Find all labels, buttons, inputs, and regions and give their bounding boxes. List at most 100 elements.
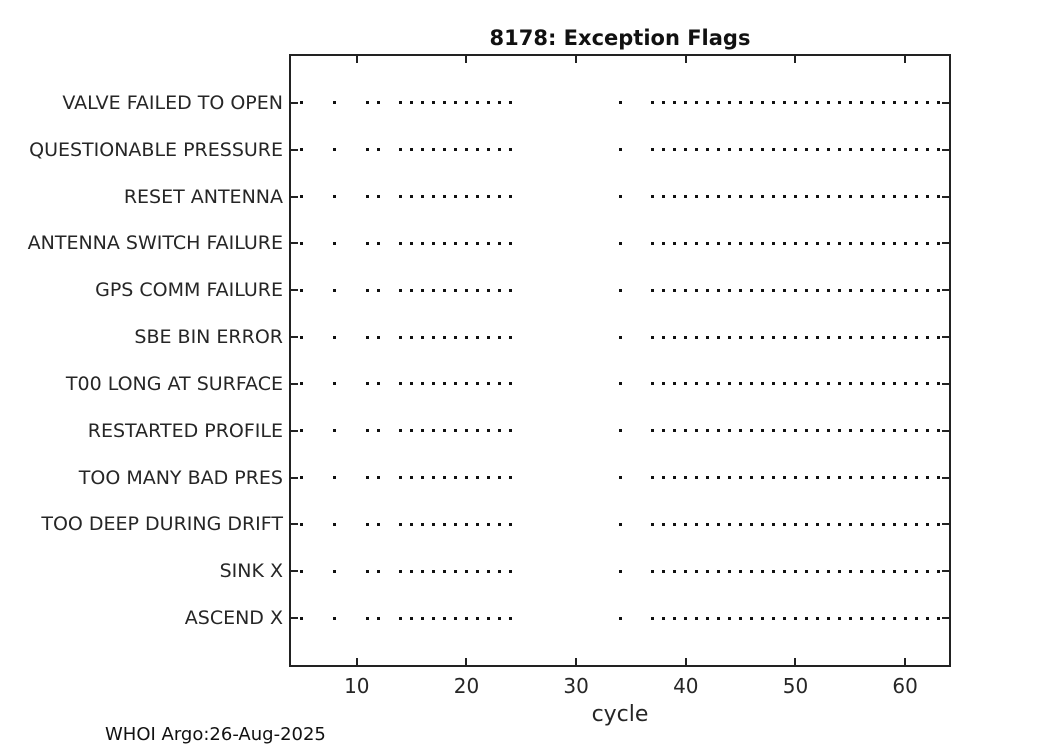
x-axis-top-tick	[575, 56, 578, 63]
data-dot	[750, 616, 754, 620]
data-dot	[454, 616, 457, 620]
data-dot	[432, 476, 436, 480]
data-dot	[936, 616, 940, 620]
data-dot	[651, 476, 655, 480]
data-dot	[432, 616, 436, 620]
data-dot	[508, 569, 512, 573]
data-dot	[366, 335, 370, 339]
data-dot	[366, 429, 370, 433]
data-dot	[870, 569, 874, 573]
data-dot	[300, 476, 304, 480]
data-dot	[892, 476, 896, 480]
y-axis-right-tick	[942, 570, 949, 573]
data-dot	[706, 569, 710, 573]
data-dot	[793, 288, 797, 292]
data-dot	[421, 569, 425, 573]
y-axis-right-tick	[942, 101, 949, 104]
data-dot	[936, 522, 940, 526]
data-dot	[410, 476, 414, 480]
data-dot	[761, 195, 765, 199]
data-dot	[508, 195, 512, 199]
data-dot	[761, 382, 765, 386]
data-dot	[399, 382, 403, 386]
data-dot	[300, 148, 304, 152]
data-dot	[728, 148, 732, 152]
data-dot	[366, 195, 370, 199]
data-dot	[706, 101, 710, 105]
data-dot	[761, 101, 765, 105]
data-dot	[410, 241, 414, 245]
data-dot	[706, 148, 710, 152]
data-dot	[475, 616, 479, 620]
data-dot	[739, 429, 743, 433]
data-dot	[739, 288, 743, 292]
data-dot	[936, 335, 940, 339]
data-dot	[443, 288, 447, 292]
data-dot	[914, 616, 918, 620]
y-tick-label: GPS COMM FAILURE	[95, 279, 283, 302]
data-dot	[925, 195, 929, 199]
data-dot	[772, 241, 776, 245]
data-dot	[914, 382, 918, 386]
y-tick-label: SINK X	[219, 560, 283, 583]
data-dot	[377, 616, 381, 620]
x-tick-label: 60	[892, 674, 918, 698]
data-dot	[717, 148, 721, 152]
data-dot	[366, 616, 370, 620]
data-dot	[443, 195, 447, 199]
data-dot	[695, 101, 699, 105]
data-dot	[903, 288, 907, 292]
data-dot	[728, 241, 732, 245]
data-dot	[475, 569, 479, 573]
data-dot	[914, 195, 918, 199]
data-dot	[925, 569, 929, 573]
data-dot	[925, 522, 929, 526]
data-dot	[695, 148, 699, 152]
data-dot	[421, 101, 425, 105]
data-dot	[333, 429, 337, 433]
data-dot	[706, 288, 710, 292]
data-dot	[892, 101, 896, 105]
data-dot	[739, 569, 743, 573]
data-dot	[783, 616, 786, 620]
data-dot	[618, 241, 622, 245]
data-dot	[772, 616, 776, 620]
data-dot	[366, 101, 370, 105]
data-dot	[333, 101, 337, 105]
data-dot	[673, 429, 677, 433]
data-dot	[870, 195, 874, 199]
data-dot	[848, 476, 852, 480]
data-dot	[421, 522, 425, 526]
data-dot	[673, 148, 677, 152]
data-dot	[618, 382, 622, 386]
data-dot	[399, 569, 403, 573]
data-dot	[651, 616, 655, 620]
data-dot	[443, 429, 447, 433]
data-dot	[892, 429, 896, 433]
data-dot	[454, 148, 457, 152]
data-dot	[870, 101, 874, 105]
data-dot	[848, 522, 852, 526]
data-dot	[475, 148, 479, 152]
data-dot	[728, 288, 732, 292]
data-dot	[783, 241, 786, 245]
data-dot	[870, 148, 874, 152]
x-axis-label: cycle	[591, 702, 649, 727]
y-axis-right-tick	[942, 476, 949, 479]
data-dot	[859, 195, 863, 199]
data-dot	[783, 288, 786, 292]
data-dot	[651, 382, 655, 386]
data-dot	[750, 335, 754, 339]
data-dot	[739, 382, 743, 386]
data-dot	[486, 195, 490, 199]
data-dot	[761, 148, 765, 152]
data-dot	[837, 522, 841, 526]
data-dot	[881, 195, 885, 199]
data-dot	[508, 288, 512, 292]
x-tick-label: 50	[782, 674, 809, 698]
data-dot	[377, 569, 381, 573]
data-dot	[859, 429, 863, 433]
data-dot	[443, 569, 447, 573]
data-dot	[508, 476, 512, 480]
data-dot	[815, 522, 819, 526]
